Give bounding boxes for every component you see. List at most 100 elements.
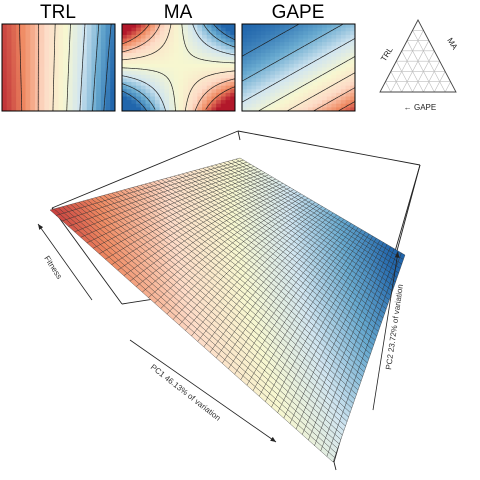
heat-cell [216,103,222,108]
heat-cell [2,85,8,90]
contour-line [305,83,308,85]
heat-cell [6,100,12,105]
heat-cell [159,103,165,108]
heat-cell [77,49,83,54]
contour-line [129,94,132,97]
heat-cell [251,67,257,72]
heat-cell [303,34,309,39]
heat-cell [105,60,111,65]
heat-cell [82,56,88,61]
contour-line [212,47,214,49]
heat-cell [53,34,59,39]
heat-cell [340,27,346,32]
heat-cell [350,82,356,87]
contour-line [154,107,156,110]
heat-cell [274,56,281,61]
contour-line [144,28,147,31]
heat-cell [322,27,328,32]
heat-cell [216,31,222,36]
heat-cell [312,100,318,105]
heat-cell [270,63,276,68]
contour-line [247,97,250,100]
heat-cell [91,45,97,50]
heat-cell [58,31,64,36]
contour-line [263,107,265,109]
heat-cell [44,27,50,32]
heat-cell [72,103,78,108]
contour-line [268,64,271,67]
heat-cell [289,49,295,54]
contour-line [297,104,299,106]
heat-cell [289,78,295,83]
heat-cell [187,31,194,36]
heat-cell [256,100,262,105]
contour-line [352,87,355,89]
heat-cell [126,85,132,90]
heat-cell [317,85,323,90]
contour-line [310,96,312,99]
heat-cell [242,45,248,50]
heat-cell [126,34,132,39]
contour-line [315,38,318,41]
heat-cell [49,92,55,97]
heat-cell [178,56,184,61]
heat-cell [307,60,314,65]
heat-cell [49,103,55,108]
heat-cell [216,100,222,105]
contour-line [214,97,216,100]
heat-cell [256,31,262,36]
heat-cell [256,71,262,76]
heat-cell [105,27,111,32]
contour-line [153,51,157,54]
contour-line [150,53,153,55]
contour-line [140,103,143,106]
heat-cell [77,31,83,36]
heat-cell [307,74,314,79]
heat-cell [86,24,92,29]
heat-cell [11,74,17,79]
heat-cell [289,56,295,61]
heat-cell [260,38,266,43]
heat-cell [126,63,132,68]
heat-cell [202,78,208,83]
heat-cell [298,38,304,43]
heat-cell [284,103,290,108]
contour-line [284,56,286,58]
heat-cell [53,49,59,54]
heat-cell [225,107,231,112]
heat-cell [256,53,262,58]
heat-cell [77,71,83,76]
heat-cell [197,89,203,94]
heat-cell [169,96,175,101]
heat-cell [67,60,74,65]
heat-cell [251,103,257,108]
heat-cell [322,34,328,39]
heat-cell [159,27,165,32]
heat-cell [136,60,142,65]
contour-line [223,33,225,35]
contour-line [167,77,169,80]
contour-line [266,66,269,68]
heat-cell [206,71,212,76]
heat-cell [122,42,128,47]
heat-cell [53,31,59,36]
heat-cell [67,74,74,79]
heat-cell [159,82,165,87]
heat-cell [270,89,276,94]
contour-line [225,43,228,45]
heat-cell [164,85,170,90]
heat-cell [140,60,146,65]
heat-cell [298,56,304,61]
heat-cell [154,107,161,112]
heat-cell [39,42,45,47]
heat-cell [126,71,132,76]
heat-cell [336,85,342,90]
heat-cell [293,71,299,76]
heat-cell [187,107,194,112]
heat-cell [312,42,318,47]
heat-cell [6,27,12,32]
heat-cell [279,63,285,68]
heat-cell [206,78,212,83]
contour-line [131,86,133,89]
heat-cell [345,85,351,90]
